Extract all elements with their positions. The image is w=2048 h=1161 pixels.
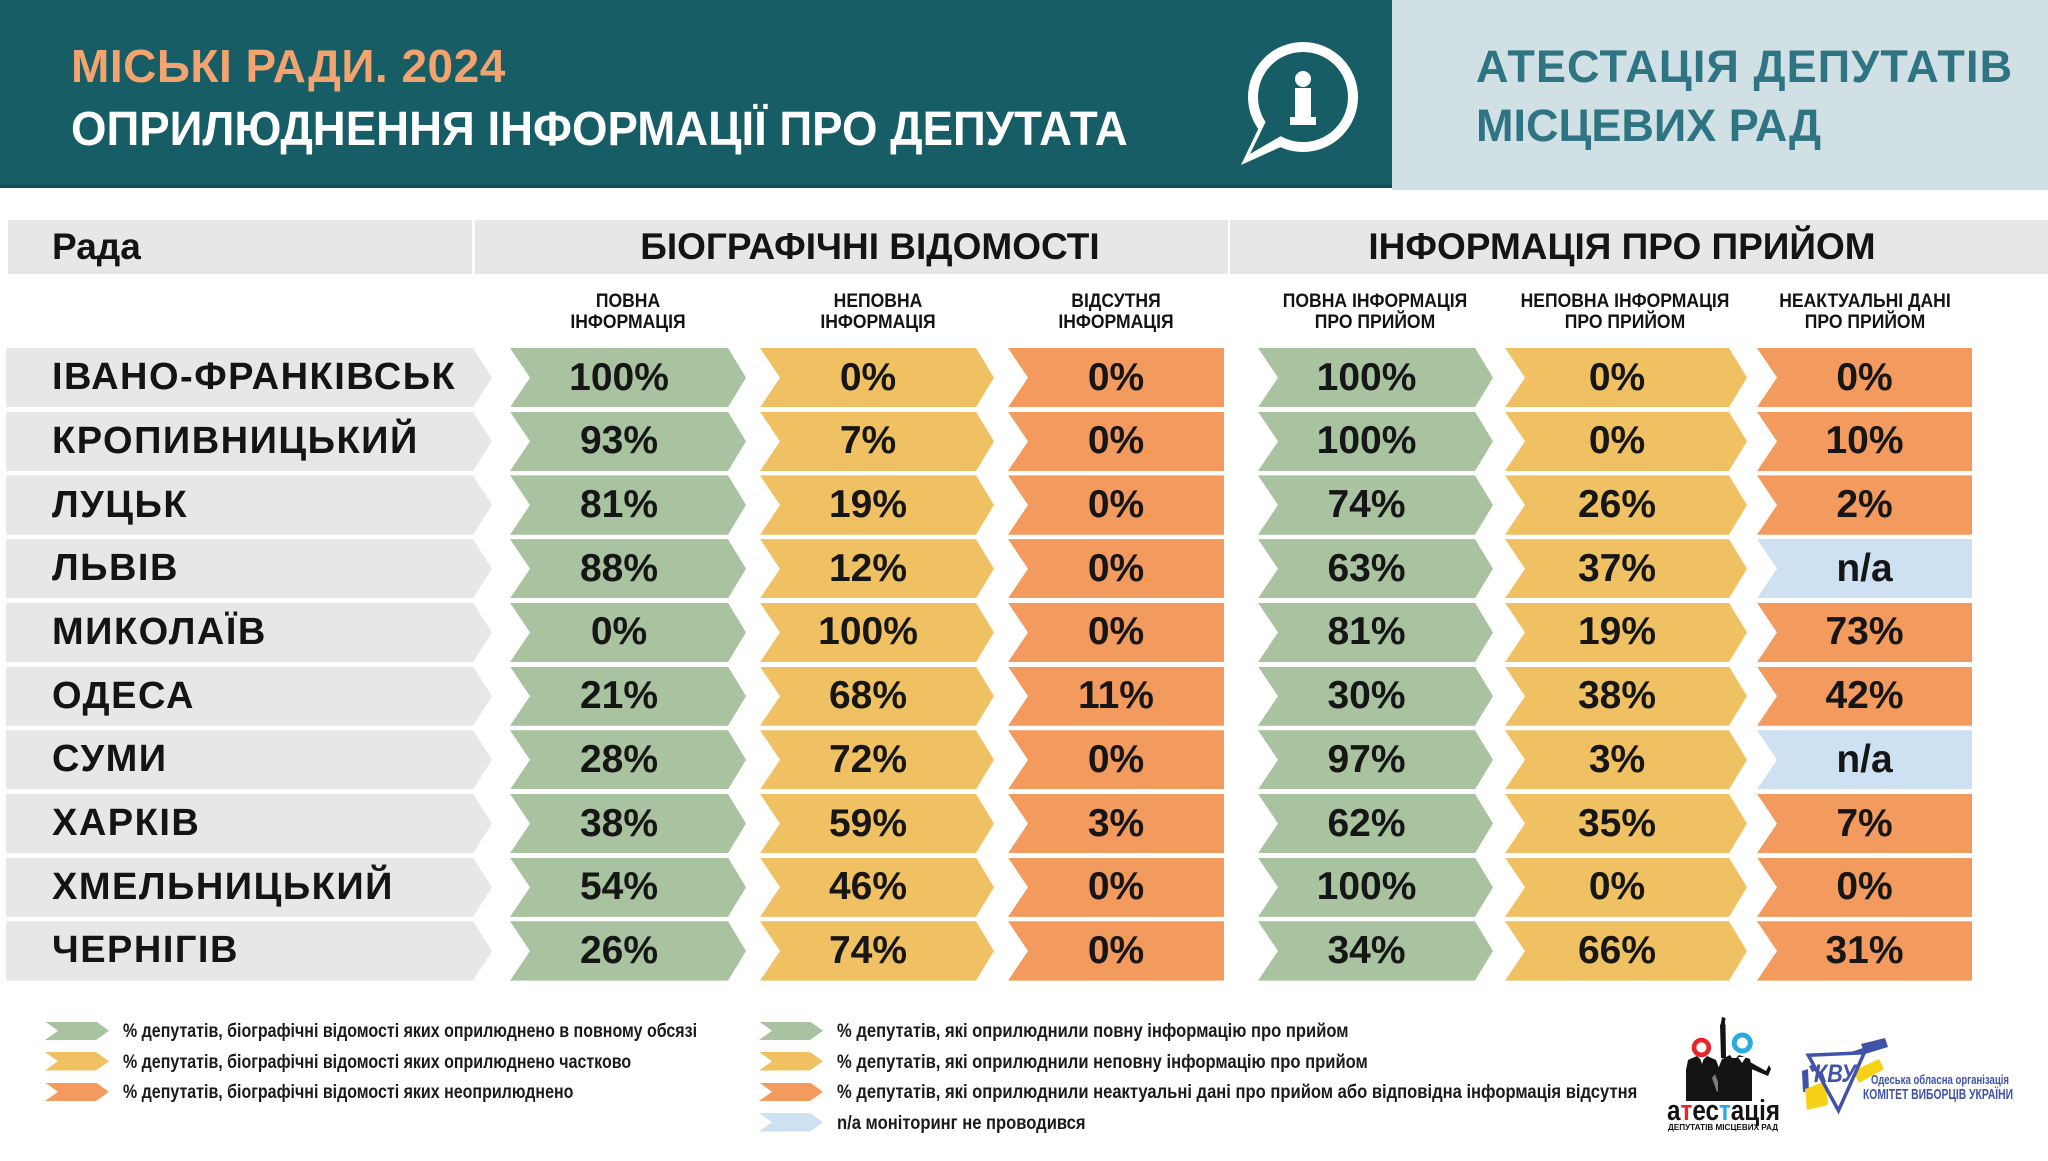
svg-text:ДЕПУТАТІВ МІСЦЕВИХ РАД: ДЕПУТАТІВ МІСЦЕВИХ РАД	[1668, 1123, 1778, 1132]
svg-text:КОМІТЕТ ВИБОРЦІВ УКРАЇНИ: КОМІТЕТ ВИБОРЦІВ УКРАЇНИ	[1863, 1086, 2013, 1103]
svg-text:КВУ: КВУ	[1814, 1060, 1858, 1088]
svg-text:атестація: атестація	[1667, 1095, 1780, 1127]
svg-text:Одеська обласна організація: Одеська обласна організація	[1871, 1072, 2009, 1087]
